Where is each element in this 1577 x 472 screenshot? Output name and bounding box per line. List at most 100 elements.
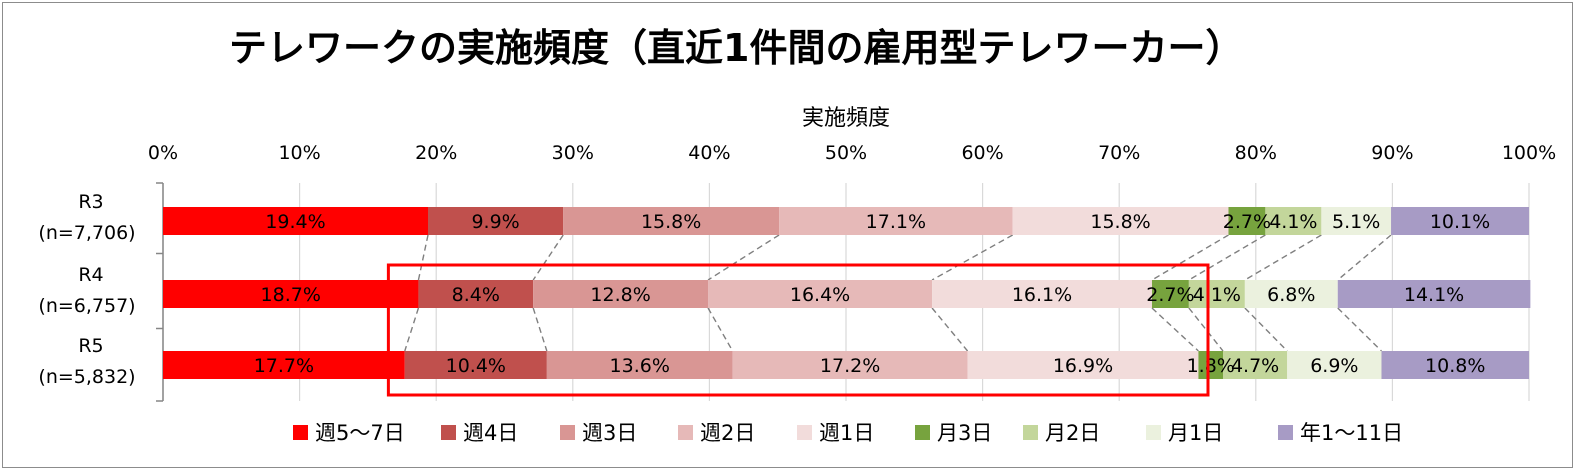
- data-label: 4.1%: [1269, 211, 1317, 233]
- x-tick-label: 70%: [1098, 142, 1140, 164]
- bar-segment: [1391, 207, 1529, 235]
- bar-segment: [1381, 351, 1529, 379]
- connector-line: [1188, 234, 1266, 281]
- x-axis-label: 実施頻度: [802, 106, 890, 131]
- bar-segment: [1337, 280, 1531, 308]
- bar-segment: [1198, 351, 1224, 379]
- data-label: 16.9%: [1053, 355, 1113, 377]
- connector-line: [404, 307, 420, 352]
- legend-swatch: [678, 425, 693, 440]
- x-tick-label: 20%: [415, 142, 457, 164]
- connector-line: [532, 234, 564, 281]
- x-tick-label: 40%: [688, 142, 730, 164]
- x-tick-label: 90%: [1371, 142, 1413, 164]
- row-sample-size: (n=5,832): [38, 366, 135, 388]
- connector-line: [931, 234, 1013, 281]
- data-label: 10.4%: [446, 355, 506, 377]
- bar-segment: [533, 280, 709, 308]
- connector-line: [707, 234, 780, 281]
- connector-line: [1244, 307, 1288, 352]
- x-tick-label: 0%: [148, 142, 178, 164]
- legend-swatch: [293, 425, 308, 440]
- legend-label: 週1日: [819, 421, 874, 445]
- x-tick-label: 50%: [825, 142, 867, 164]
- bar-segment: [1265, 207, 1322, 235]
- data-label: 4.7%: [1231, 355, 1279, 377]
- x-tick-label: 30%: [552, 142, 594, 164]
- legend-swatch: [1146, 425, 1161, 440]
- bar-segment: [546, 351, 733, 379]
- data-label: 8.4%: [452, 284, 500, 306]
- data-label: 9.9%: [471, 211, 519, 233]
- legend-label: 月1日: [1168, 421, 1223, 445]
- data-label: 16.1%: [1012, 284, 1072, 306]
- bar-segment: [563, 207, 780, 235]
- legend-swatch: [560, 425, 575, 440]
- bar-segment: [1228, 207, 1266, 235]
- data-label: 5.1%: [1332, 211, 1380, 233]
- legend-label: 週4日: [463, 421, 518, 445]
- connector-line: [1244, 234, 1322, 281]
- data-label: 16.4%: [790, 284, 850, 306]
- bar-segment: [1188, 280, 1245, 308]
- connector-line: [1337, 234, 1392, 281]
- legend-label: 週5～7日: [315, 421, 405, 445]
- bar-segment: [1321, 207, 1392, 235]
- bar-segment: [1012, 207, 1229, 235]
- row-label: R5: [78, 335, 103, 357]
- data-label: 2.7%: [1146, 284, 1194, 306]
- data-label: 4.1%: [1193, 284, 1241, 306]
- data-label: 10.8%: [1425, 355, 1485, 377]
- connector-line: [1337, 307, 1382, 352]
- legend-label: 年1～11日: [1300, 421, 1403, 445]
- x-tick-label: 80%: [1235, 142, 1277, 164]
- bar-segment: [708, 280, 933, 308]
- bar-segment: [404, 351, 547, 379]
- bar-segment: [163, 280, 419, 308]
- row-sample-size: (n=6,757): [38, 295, 135, 317]
- legend-label: 週2日: [700, 421, 755, 445]
- bar-segment: [1151, 280, 1189, 308]
- connector-line: [1151, 234, 1229, 281]
- x-tick-label: 100%: [1502, 142, 1556, 164]
- chart-title: テレワークの実施頻度（直近1件間の雇用型テレワーカー）: [229, 26, 1244, 70]
- data-label: 15.8%: [1090, 211, 1150, 233]
- connector-line: [931, 307, 969, 352]
- row-label: R4: [78, 264, 103, 286]
- bar-segment: [418, 280, 534, 308]
- row-sample-size: (n=7,706): [38, 222, 135, 244]
- data-label: 18.7%: [261, 284, 321, 306]
- connector-line: [1151, 307, 1199, 352]
- bar-segment: [1287, 351, 1382, 379]
- connector-line: [417, 234, 429, 281]
- data-label: 2.7%: [1223, 211, 1271, 233]
- legend-label: 月2日: [1045, 421, 1100, 445]
- legend-swatch: [441, 425, 456, 440]
- data-label: 17.2%: [820, 355, 880, 377]
- bar-segment: [779, 207, 1013, 235]
- data-label: 19.4%: [265, 211, 325, 233]
- bar-segment: [163, 351, 405, 379]
- highlight-box: [386, 263, 1210, 397]
- data-label: 10.1%: [1430, 211, 1490, 233]
- data-label: 6.9%: [1310, 355, 1358, 377]
- x-tick-label: 60%: [961, 142, 1003, 164]
- data-label: 14.1%: [1404, 284, 1464, 306]
- connector-line: [532, 307, 548, 352]
- bar-segment: [967, 351, 1199, 379]
- legend-swatch: [1278, 425, 1293, 440]
- legend-swatch: [915, 425, 930, 440]
- data-label: 12.8%: [590, 284, 650, 306]
- bar-segment: [163, 207, 429, 235]
- data-label: 6.8%: [1267, 284, 1315, 306]
- legend-label: 週3日: [582, 421, 637, 445]
- connector-line: [707, 307, 734, 352]
- bar-segment: [1223, 351, 1288, 379]
- data-label: 17.1%: [866, 211, 926, 233]
- bar-segment: [1244, 280, 1338, 308]
- connector-line: [1188, 307, 1224, 352]
- legend-swatch: [1023, 425, 1038, 440]
- bar-segment: [428, 207, 564, 235]
- bar-segment: [932, 280, 1152, 308]
